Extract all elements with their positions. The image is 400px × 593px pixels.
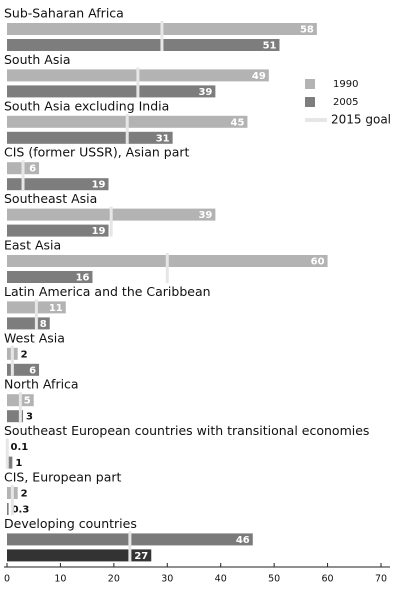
value-label: 2	[21, 349, 28, 360]
category-label: Southeast Asia	[4, 191, 97, 206]
category-label: East Asia	[4, 238, 61, 253]
value-label: 0.3	[12, 505, 30, 516]
value-label: 19	[92, 226, 106, 237]
value-label: 60	[311, 257, 325, 268]
bar	[7, 178, 109, 191]
bar	[7, 456, 13, 469]
value-label: 39	[198, 210, 212, 221]
legend-swatch	[305, 97, 315, 107]
x-tick-label: 10	[54, 574, 66, 585]
goal-marker	[109, 206, 113, 237]
value-label: 46	[236, 535, 250, 546]
value-label: 3	[26, 412, 33, 423]
goal-marker	[18, 392, 22, 423]
goal-marker	[165, 253, 169, 283]
bar	[7, 549, 152, 562]
bar	[7, 224, 109, 237]
value-label: 1	[15, 458, 22, 469]
value-label: 51	[263, 41, 277, 52]
goal-marker	[10, 345, 14, 376]
value-label: 39	[198, 87, 212, 98]
value-label: 19	[92, 180, 106, 191]
goal-marker	[5, 438, 9, 469]
x-tick-label: 60	[322, 574, 334, 585]
category-label: West Asia	[4, 330, 65, 345]
value-label: 0.1	[11, 442, 29, 453]
bar	[7, 39, 280, 51]
bar	[7, 317, 50, 330]
legend-label: 2015 goal	[331, 113, 391, 127]
category-label: CIS (former USSR), Asian part	[4, 145, 189, 160]
value-label: 49	[252, 71, 266, 82]
goal-marker	[128, 531, 132, 562]
category-label: South Asia	[4, 52, 71, 67]
legend-swatch	[305, 118, 327, 122]
value-label: 11	[49, 303, 63, 314]
legend-swatch	[305, 79, 315, 89]
bar	[7, 131, 173, 144]
x-tick-label: 50	[268, 574, 280, 585]
goal-marker	[21, 160, 25, 191]
goal-marker	[34, 299, 38, 330]
goal-marker	[160, 21, 164, 51]
bar	[7, 271, 93, 283]
goal-marker	[136, 67, 140, 98]
value-label: 58	[300, 25, 314, 36]
bar	[7, 503, 9, 515]
value-label: 31	[156, 133, 170, 144]
category-label: Southeast European countries with transi…	[4, 423, 369, 438]
value-label: 16	[76, 273, 90, 284]
value-label: 6	[29, 164, 36, 175]
x-tick-label: 70	[375, 574, 387, 585]
value-label: 8	[40, 319, 47, 330]
category-label: CIS, European part	[4, 470, 122, 485]
legend-label: 2005	[333, 97, 358, 108]
value-label: 27	[134, 551, 148, 562]
goal-marker	[10, 485, 14, 515]
bar	[7, 85, 216, 98]
category-label: Developing countries	[4, 516, 137, 531]
x-tick-label: 40	[215, 574, 227, 585]
goal-marker	[125, 113, 129, 144]
value-label: 2	[21, 489, 28, 500]
x-tick-label: 20	[108, 574, 120, 585]
category-label: Latin America and the Caribbean	[4, 284, 211, 299]
category-label: North Africa	[4, 377, 79, 392]
value-label: 45	[231, 117, 245, 128]
category-label: South Asia excluding India	[4, 98, 169, 113]
x-tick-label: 0	[4, 574, 10, 585]
category-label: Sub-Saharan Africa	[4, 6, 124, 21]
legend-label: 1990	[333, 79, 358, 90]
x-tick-label: 30	[161, 574, 173, 585]
bar	[7, 363, 40, 376]
value-label: 6	[29, 365, 36, 376]
value-label: 5	[24, 396, 31, 407]
